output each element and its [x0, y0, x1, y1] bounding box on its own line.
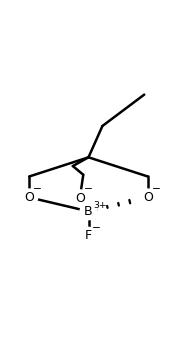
- Text: O: O: [75, 192, 85, 205]
- Text: O: O: [24, 191, 34, 204]
- Text: −: −: [152, 184, 160, 193]
- Circle shape: [72, 190, 88, 207]
- Circle shape: [21, 189, 38, 206]
- Text: F: F: [85, 229, 92, 242]
- Text: −: −: [33, 184, 42, 193]
- Circle shape: [80, 227, 97, 244]
- Text: −: −: [84, 184, 93, 194]
- Circle shape: [80, 203, 97, 220]
- Text: 3+: 3+: [93, 201, 107, 210]
- Text: B: B: [84, 205, 93, 218]
- Text: −: −: [92, 222, 101, 233]
- Text: O: O: [143, 191, 153, 204]
- Circle shape: [139, 189, 156, 206]
